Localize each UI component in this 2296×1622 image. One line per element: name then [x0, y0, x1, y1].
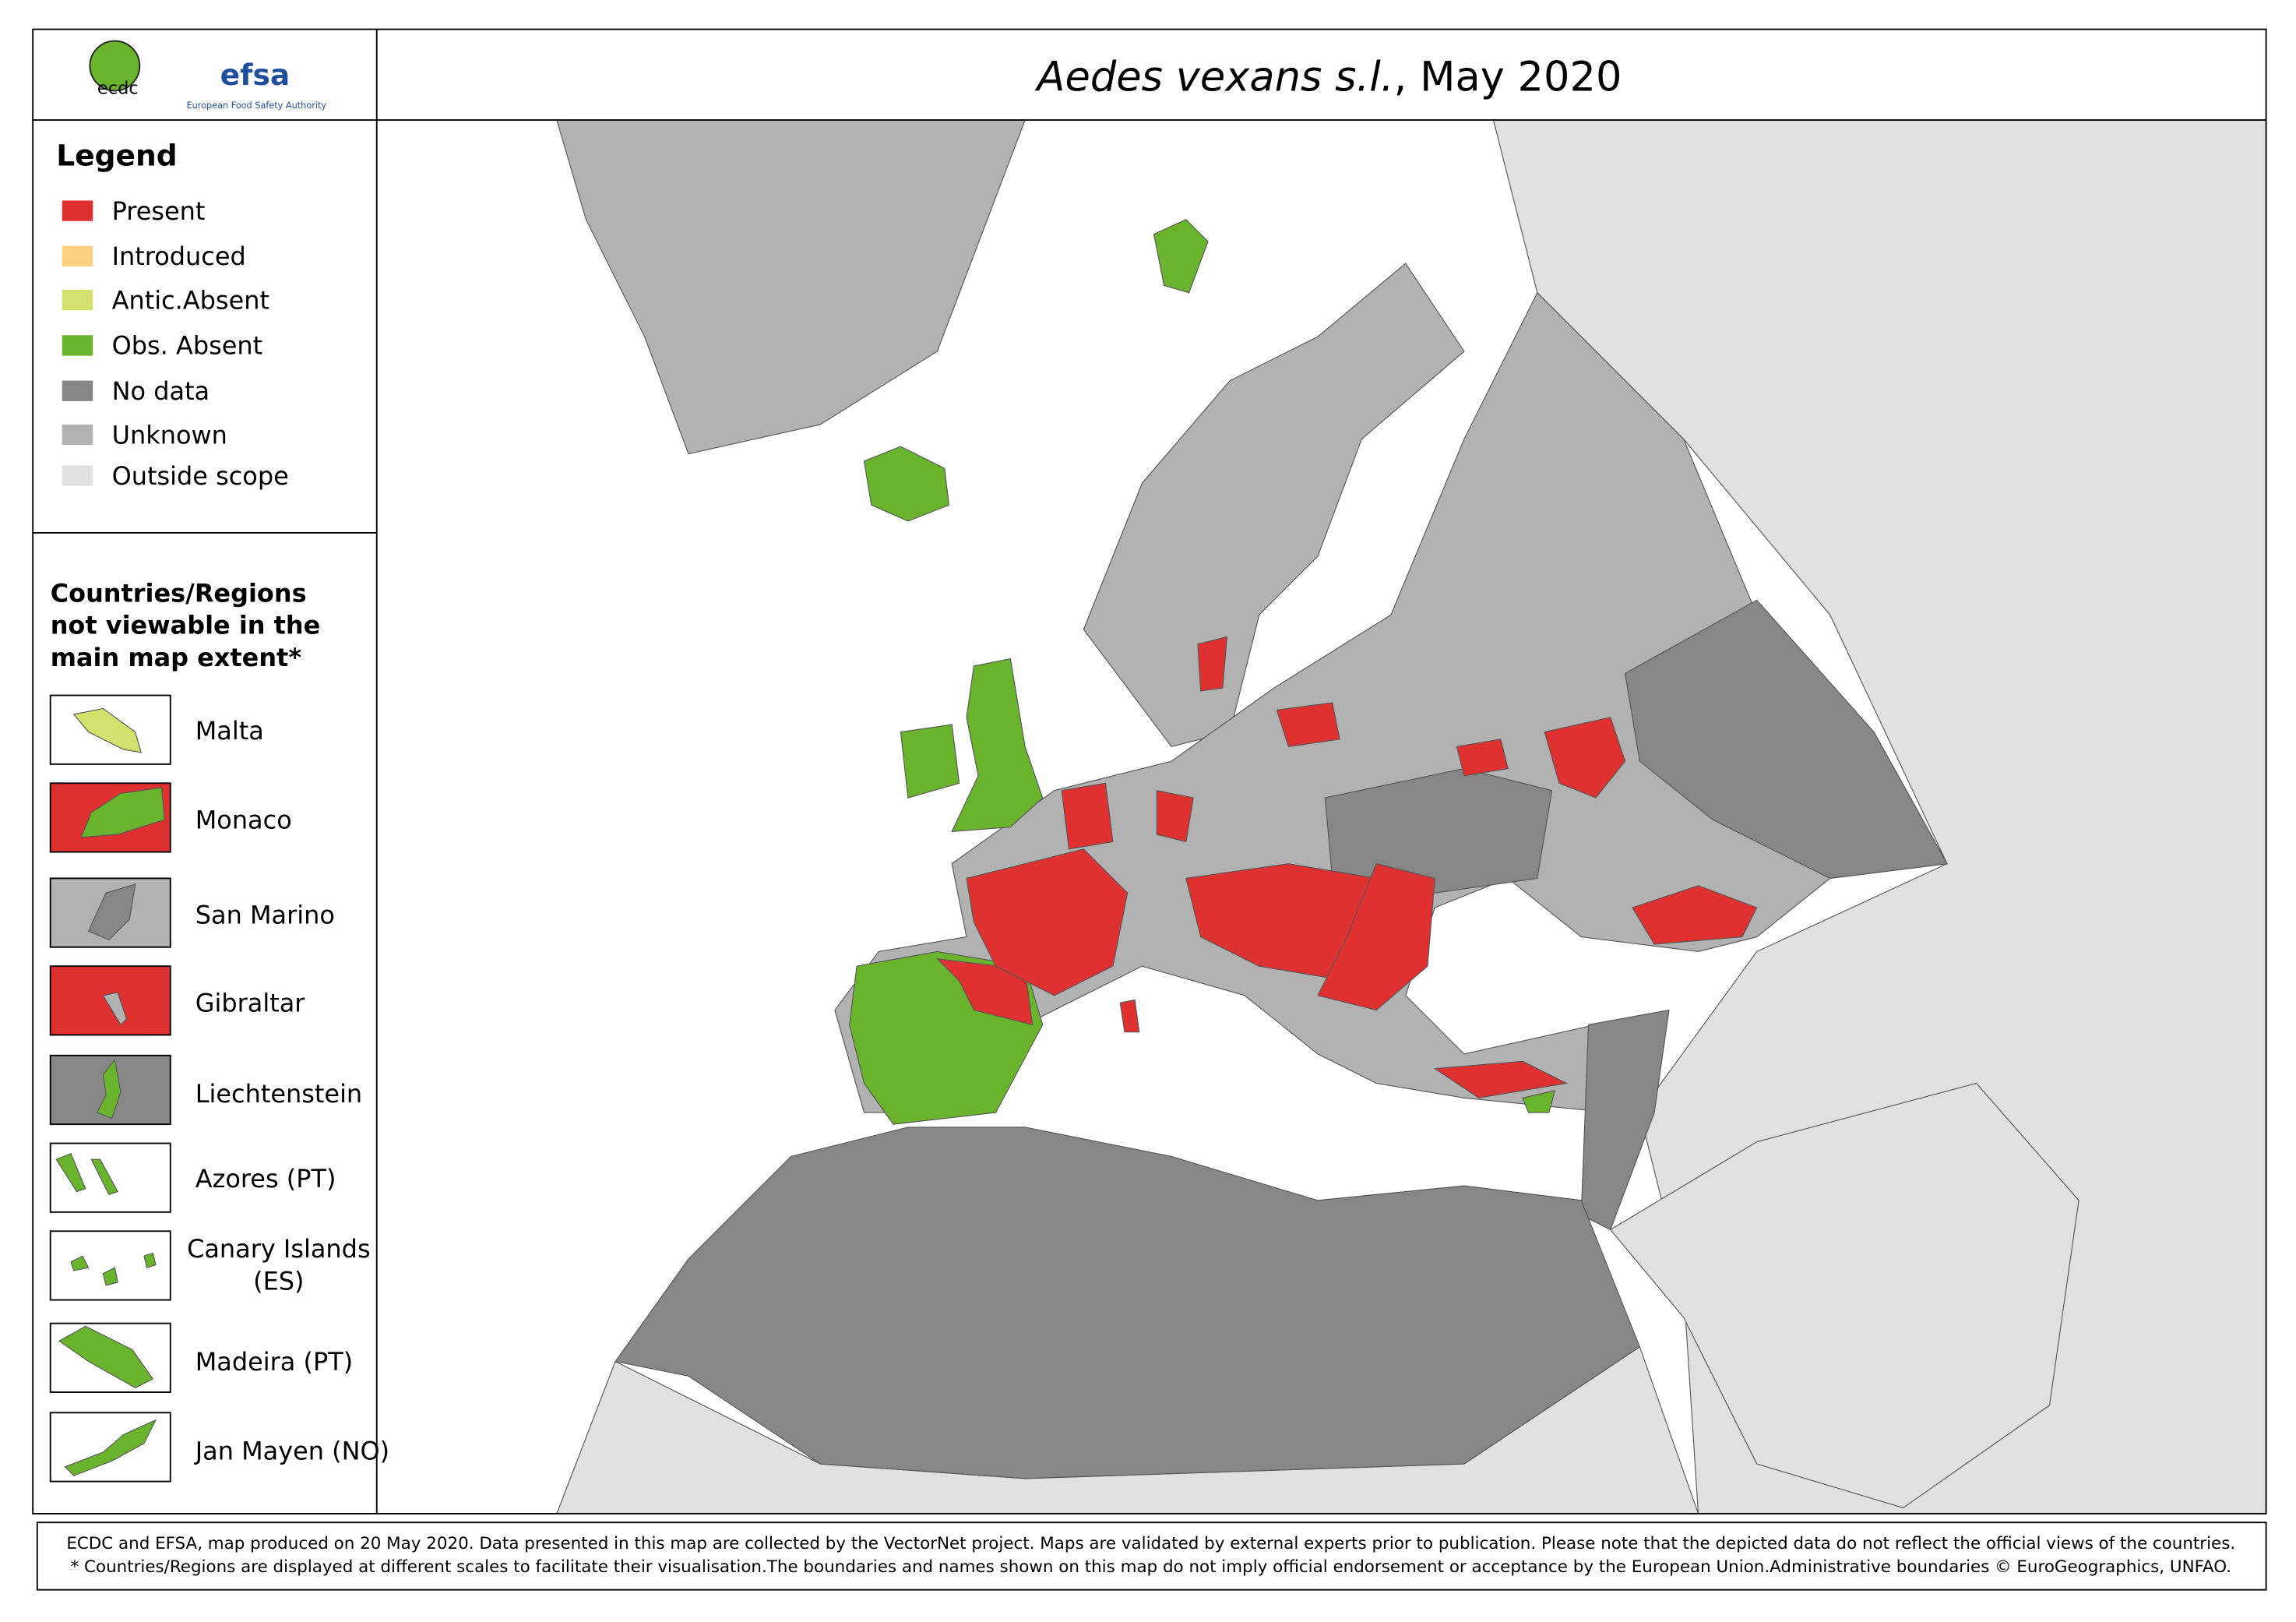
inset-label: Jan Mayen (NO): [194, 1436, 389, 1465]
logo-efsa: efsa: [220, 58, 291, 92]
north-africa: [614, 1127, 1641, 1479]
russia-present-2: [1544, 717, 1626, 799]
legend-swatch: [62, 380, 93, 401]
corsica: [1119, 999, 1140, 1033]
footer-line-2: * Countries/Regions are displayed at dif…: [71, 1557, 2231, 1577]
legend-label: No data: [112, 376, 210, 406]
inset-shape: [80, 787, 165, 838]
insets-title-line: main map extent*: [51, 643, 302, 672]
legend-swatch: [62, 245, 93, 266]
legend-label: Introduced: [112, 242, 246, 271]
greenland: [556, 120, 1026, 455]
legend-label: Outside scope: [112, 461, 289, 491]
inset-label-line: Canary Islands: [187, 1234, 371, 1264]
svalbard: [1153, 219, 1209, 294]
inset-box: [49, 1230, 171, 1301]
map: [376, 120, 2266, 1514]
legend-title: Legend: [56, 138, 177, 172]
benelux-present: [1061, 782, 1114, 850]
footer-frame: [36, 1522, 2267, 1591]
inset-shape: [70, 1252, 157, 1286]
inset-shape: [72, 707, 142, 753]
inset-label: Gibraltar: [195, 988, 306, 1017]
logo-efsa-subtitle: European Food Safety Authority: [186, 100, 326, 111]
france-present: [966, 848, 1129, 996]
legend-label: Antic.Absent: [112, 285, 269, 315]
insets-title-line: Countries/Regions: [51, 578, 307, 608]
main-frame: [32, 28, 2267, 1514]
legend-swatch: [62, 335, 93, 356]
inset-label: San Marino: [195, 901, 335, 930]
levant: [1580, 1009, 1670, 1231]
caucasus-east: [1624, 599, 1948, 880]
legend-items: Present Introduced Antic.Absent Obs. Absent…: [62, 196, 289, 491]
inset-shape: [64, 1419, 157, 1476]
inset-label: Monaco: [195, 806, 292, 835]
ireland: [900, 724, 960, 799]
inset-shape: [102, 992, 128, 1026]
sweden-present: [1197, 636, 1228, 692]
legend-swatch: [62, 200, 93, 221]
legend-label: Obs. Absent: [112, 331, 263, 361]
lithuania-present: [1276, 702, 1340, 747]
inset-shape: [55, 1152, 118, 1196]
insets-title-line: not viewable in the: [51, 611, 321, 640]
legend-swatch: [62, 465, 93, 486]
inset-label: Canary Islands (ES): [187, 1234, 371, 1296]
germany-present: [1156, 790, 1194, 843]
iceland: [863, 446, 950, 522]
ecdc-globe: [89, 40, 141, 92]
inset-shape: [97, 1059, 121, 1120]
insets-title: Countries/Regions not viewable in the main…: [51, 578, 321, 672]
inset-label: Madeira (PT): [195, 1347, 353, 1377]
arabia: [1609, 1082, 2079, 1509]
inset-items: Malta Monaco San Marino Gibraltar Liechtenst…: [49, 694, 389, 1483]
title: Aedes vexans s.l., May 2020: [1035, 54, 1622, 101]
inset-shape: [87, 883, 136, 941]
russia-present-1: [1456, 739, 1509, 777]
inset-label: Malta: [195, 716, 264, 746]
logo-ecdc: ecdc: [97, 78, 139, 98]
inset-label-line: (ES): [253, 1266, 304, 1296]
legend-label: Unknown: [112, 420, 227, 450]
caucasus-present: [1632, 885, 1758, 945]
turkey-present: [1433, 1060, 1569, 1098]
inset-label: Liechtenstein: [195, 1079, 362, 1109]
title-date: , May 2020: [1394, 54, 1622, 101]
inset-shape: [58, 1325, 154, 1388]
great-britain: [951, 658, 1044, 832]
inset-label: Azores (PT): [195, 1164, 336, 1194]
title-species: Aedes vexans s.l.: [1035, 54, 1394, 101]
legend-label: Present: [112, 196, 206, 226]
footer-line-1: ECDC and EFSA, map produced on 20 May 20…: [66, 1534, 2235, 1553]
legend-swatch: [62, 290, 93, 311]
legend-swatch: [62, 424, 93, 446]
balkans-present: [1317, 862, 1435, 1011]
cyprus: [1522, 1090, 1556, 1113]
